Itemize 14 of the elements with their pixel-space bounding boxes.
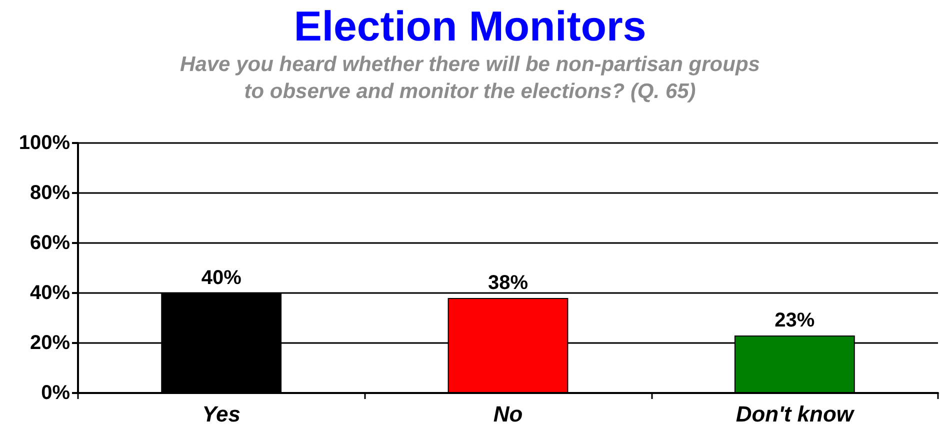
data-label: 38% <box>488 272 528 294</box>
x-tick-label: Yes <box>202 402 240 426</box>
y-tick-label: 100% <box>18 132 70 154</box>
data-label: 23% <box>774 310 815 332</box>
chart-subtitle: Have you heard whether there will be non-partisan groups to observe and monitor the elections? (Q. 65) <box>180 53 760 103</box>
x-tick-label: Don't know <box>736 402 856 426</box>
y-tick-label: 60% <box>30 232 70 254</box>
data-label: 40% <box>201 267 242 289</box>
y-tick-label: 0% <box>41 382 70 404</box>
x-tick-label: No <box>493 402 523 426</box>
y-tick-label: 80% <box>30 182 70 204</box>
y-tick-label: 20% <box>30 332 70 354</box>
chart-title: Election Monitors <box>294 2 646 50</box>
y-tick-label: 40% <box>30 282 70 304</box>
